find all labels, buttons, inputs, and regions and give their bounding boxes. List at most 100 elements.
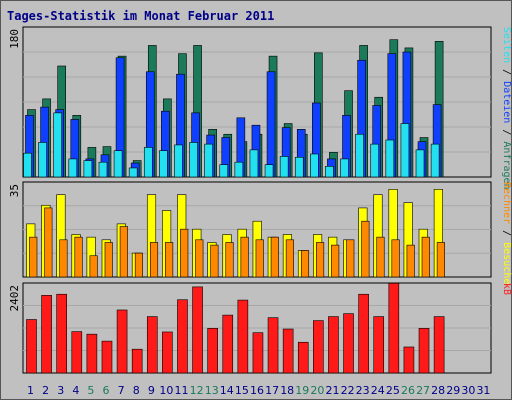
bar-seiten	[143, 147, 153, 178]
bar-seiten	[128, 167, 138, 178]
day-label: 1	[27, 384, 34, 397]
bar-rechner	[74, 236, 83, 278]
legend-item: /	[501, 224, 512, 242]
bar-rechner	[165, 242, 174, 278]
bar-kb	[86, 333, 98, 374]
day-label: 31	[476, 384, 490, 397]
bar-kb	[313, 320, 324, 374]
bar-kb	[418, 328, 430, 374]
legend-item: Dateien	[501, 81, 512, 123]
day-label: 24	[371, 384, 385, 397]
bar-rechner	[29, 236, 38, 278]
bar-rechner	[240, 236, 249, 278]
bar-kb	[328, 316, 339, 374]
bar-seiten	[310, 153, 319, 178]
day-label: 20	[310, 384, 324, 397]
day-label: 3	[57, 384, 64, 397]
legend-item: Anfragen	[501, 141, 512, 189]
day-label: 12	[190, 384, 204, 397]
day-label: 11	[175, 384, 189, 397]
bar-seiten	[189, 142, 198, 178]
bar-rechner	[361, 220, 370, 278]
bar-kb	[41, 295, 52, 374]
bar-rechner	[421, 236, 430, 278]
day-label: 28	[431, 384, 445, 397]
bar-seiten	[264, 164, 274, 178]
bar-kb	[267, 317, 279, 374]
bar-seiten	[204, 143, 213, 178]
bar-rechner	[180, 228, 189, 278]
bar-rechner	[331, 244, 340, 278]
bar-rechner	[104, 242, 113, 278]
day-label: 16	[250, 384, 264, 397]
bar-rechner	[44, 207, 53, 278]
day-label: 13	[205, 384, 219, 397]
bar-kb	[252, 332, 264, 374]
bar-seiten	[370, 143, 380, 178]
bar-kb	[71, 331, 83, 374]
y-axis-max-label: 35	[8, 184, 21, 197]
bar-seiten	[430, 143, 440, 178]
day-label: 27	[416, 384, 430, 397]
bar-kb	[116, 309, 128, 374]
bar-rechner	[89, 255, 98, 278]
day-label: 18	[280, 384, 294, 397]
day-label: 22	[341, 384, 355, 397]
day-label: 5	[87, 384, 94, 397]
day-label: 9	[148, 384, 155, 397]
bar-dateien	[266, 71, 276, 178]
bar-rechner	[346, 239, 355, 278]
bar-seiten	[83, 160, 93, 178]
bar-rechner	[59, 239, 68, 278]
day-label: 10	[159, 384, 173, 397]
day-label: 25	[386, 384, 400, 397]
bar-rechner	[406, 244, 415, 278]
bar-seiten	[415, 149, 425, 178]
bar-kb	[207, 328, 218, 374]
bar-rechner	[270, 236, 279, 278]
legend-bottom: kB	[501, 283, 512, 295]
day-label: 7	[118, 384, 125, 397]
bar-rechner	[376, 236, 385, 278]
bar-kb	[222, 314, 234, 374]
day-label: 30	[461, 384, 475, 397]
legend-top: Seiten / Dateien / Anfragen	[501, 27, 512, 190]
bar-seiten	[355, 133, 364, 178]
day-label: 15	[235, 384, 249, 397]
bar-seiten	[400, 123, 410, 178]
bar-kb	[146, 316, 158, 374]
legend-item: /	[501, 123, 512, 141]
bar-kb	[237, 299, 249, 374]
bar-rechner	[119, 226, 128, 278]
y-axis-max-label: 2402	[8, 285, 21, 312]
bar-rechner	[391, 239, 400, 278]
bar-kb	[56, 293, 67, 374]
legend-item: /	[501, 63, 512, 81]
bar-kb	[192, 286, 203, 374]
bar-seiten	[98, 161, 108, 178]
bar-seiten	[385, 139, 395, 178]
bar-kb	[403, 346, 415, 374]
bar-rechner	[316, 242, 325, 278]
bar-rechner	[436, 242, 445, 278]
bar-seiten	[219, 164, 229, 178]
legend-item: Seiten	[501, 27, 512, 63]
bar-seiten	[340, 158, 349, 178]
bar-rechner	[225, 242, 234, 278]
bar-rechner	[300, 250, 310, 278]
bar-kb	[101, 340, 113, 374]
bar-rechner	[210, 244, 219, 278]
bar-kb	[282, 328, 294, 374]
bar-seiten	[23, 152, 32, 178]
bar-kb	[26, 319, 37, 374]
bar-kb	[177, 299, 188, 374]
day-label: 21	[325, 384, 339, 397]
day-label: 29	[446, 384, 460, 397]
bar-seiten	[174, 144, 183, 178]
bar-rechner	[255, 239, 264, 278]
day-label: 6	[103, 384, 110, 397]
bar-kb	[388, 282, 400, 374]
bar-seiten	[249, 149, 259, 178]
